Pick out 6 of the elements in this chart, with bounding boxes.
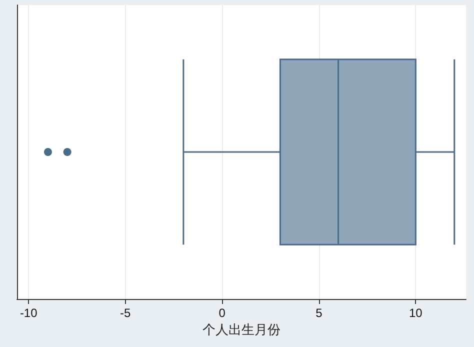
x-tick-label: -5 <box>120 306 132 320</box>
x-tick-label: 10 <box>409 306 423 320</box>
x-tick-label: 5 <box>316 306 323 320</box>
x-axis-title: 个人出生月份 <box>202 322 280 338</box>
x-tick-label: -10 <box>20 306 38 320</box>
x-tick-label: 0 <box>218 306 226 320</box>
